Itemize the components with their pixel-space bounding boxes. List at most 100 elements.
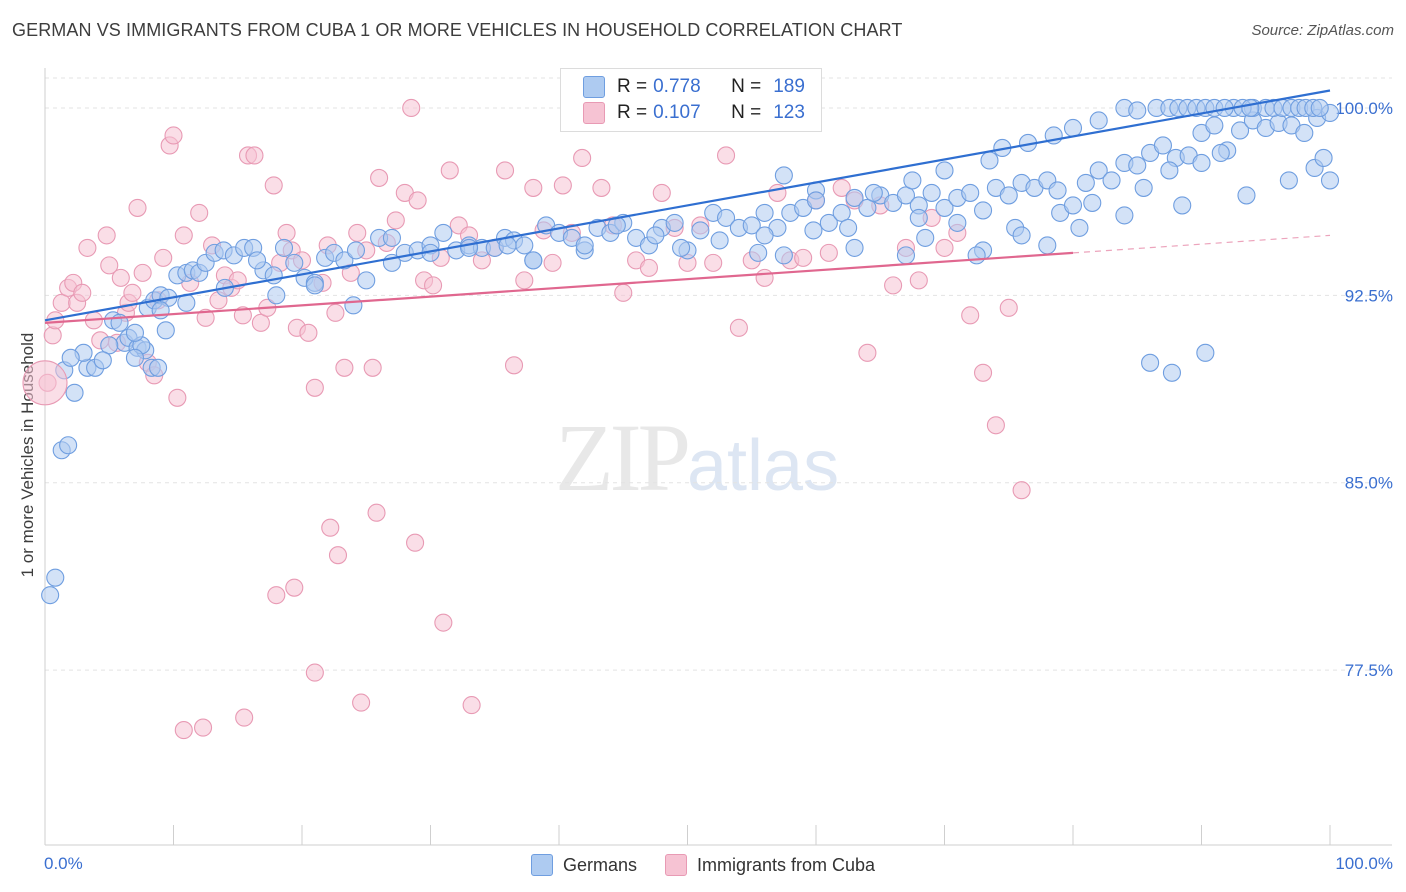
german-point [267,286,286,305]
german-point [125,348,144,367]
german-point [65,383,84,402]
cuba-point [97,226,116,245]
german-point [864,183,883,202]
german-point [755,226,774,245]
cuba-point [245,146,264,165]
german-point [980,151,999,170]
german-point [845,238,864,257]
german-point [755,203,774,222]
german-point [1196,343,1215,362]
cuba-point [614,283,633,302]
y-tick-label: 77.5% [1345,661,1393,680]
german-point [999,186,1018,205]
german-point [716,208,736,227]
germans-swatch [583,76,605,98]
cuba-point [386,211,405,230]
german-point [100,336,119,355]
cuba-point [504,356,524,375]
stats-legend-row-germans: R = 0.778 N = 189 [583,75,805,99]
cuba-point [592,178,611,197]
german-point [710,231,729,250]
german-point [665,213,684,232]
german-point [1314,148,1333,167]
german-point [59,436,78,455]
german-point [1279,171,1298,190]
cuba-point [123,283,142,302]
watermark-atlas: atlas [687,426,840,506]
german-point [344,296,363,315]
german-point [156,321,175,340]
german-point [903,171,922,190]
german-point [575,236,594,255]
german-point [1134,178,1153,197]
german-point [1070,218,1089,237]
cuba-point [370,168,389,187]
german-point [1063,118,1083,138]
series-legend: Germans Immigrants from Cuba [0,852,1406,878]
german-point [839,218,858,237]
cuba-point [462,696,481,715]
german-point [1205,116,1224,135]
cuba-point [277,223,296,242]
german-point [1231,121,1250,140]
legend-item-germans[interactable]: Germans [530,854,637,876]
cuba-point [961,306,980,325]
german-point [896,246,916,265]
cuba-point [729,318,748,337]
n-value: 123 [773,102,805,123]
german-point [1162,363,1181,382]
cuba-point [128,198,147,217]
german-point [61,348,80,367]
cuba-point [755,268,774,287]
german-point [742,216,761,235]
german-point [804,221,823,240]
german-point [274,238,294,257]
cuba-point [251,313,270,332]
german-point [1310,98,1329,118]
cuba-point [100,256,119,275]
german-point [819,213,838,232]
german-point [1128,101,1147,120]
german-point [459,238,479,257]
cuba-point [553,176,572,195]
cuba-point [408,191,427,210]
german-point [1083,193,1102,212]
cuba-point [524,178,543,197]
german-point [1160,161,1179,180]
r-value: 0.778 [653,76,701,97]
cuba-point [285,578,304,597]
german-point [1141,353,1160,372]
r-label: R = [617,76,648,97]
german-point [305,276,324,295]
german-point [774,166,793,185]
cuba-point [174,226,193,245]
watermark-zip: ZIP [555,404,691,511]
german-point [845,188,864,207]
cuba-point [190,203,209,222]
cuba-point [111,268,130,287]
cuba-point [164,126,183,145]
cuba-legend-label: Immigrants from Cuba [696,854,876,875]
german-point [1076,173,1095,192]
cuba-point [858,343,877,362]
legend-item-cuba[interactable]: Immigrants from Cuba [664,854,876,876]
stats-legend-row-cuba: R = 0.107 N = 123 [583,101,805,125]
cuba-point [367,503,386,522]
y-tick-label: 92.5% [1345,286,1393,305]
german-point [1153,136,1172,155]
cuba-point [935,238,954,257]
german-point [1192,153,1211,172]
german-point [346,241,366,260]
cuba-point [299,323,318,342]
german-point [125,323,144,342]
german-point [935,198,954,217]
german-point [93,351,112,370]
cuba-point [335,358,354,377]
german-point [646,226,665,245]
german-point [1038,236,1057,255]
x-tick-label: 0.0% [44,854,83,873]
german-point [515,236,534,255]
cuba-point [196,308,215,327]
cuba-point [704,253,723,272]
german-point [382,228,402,247]
